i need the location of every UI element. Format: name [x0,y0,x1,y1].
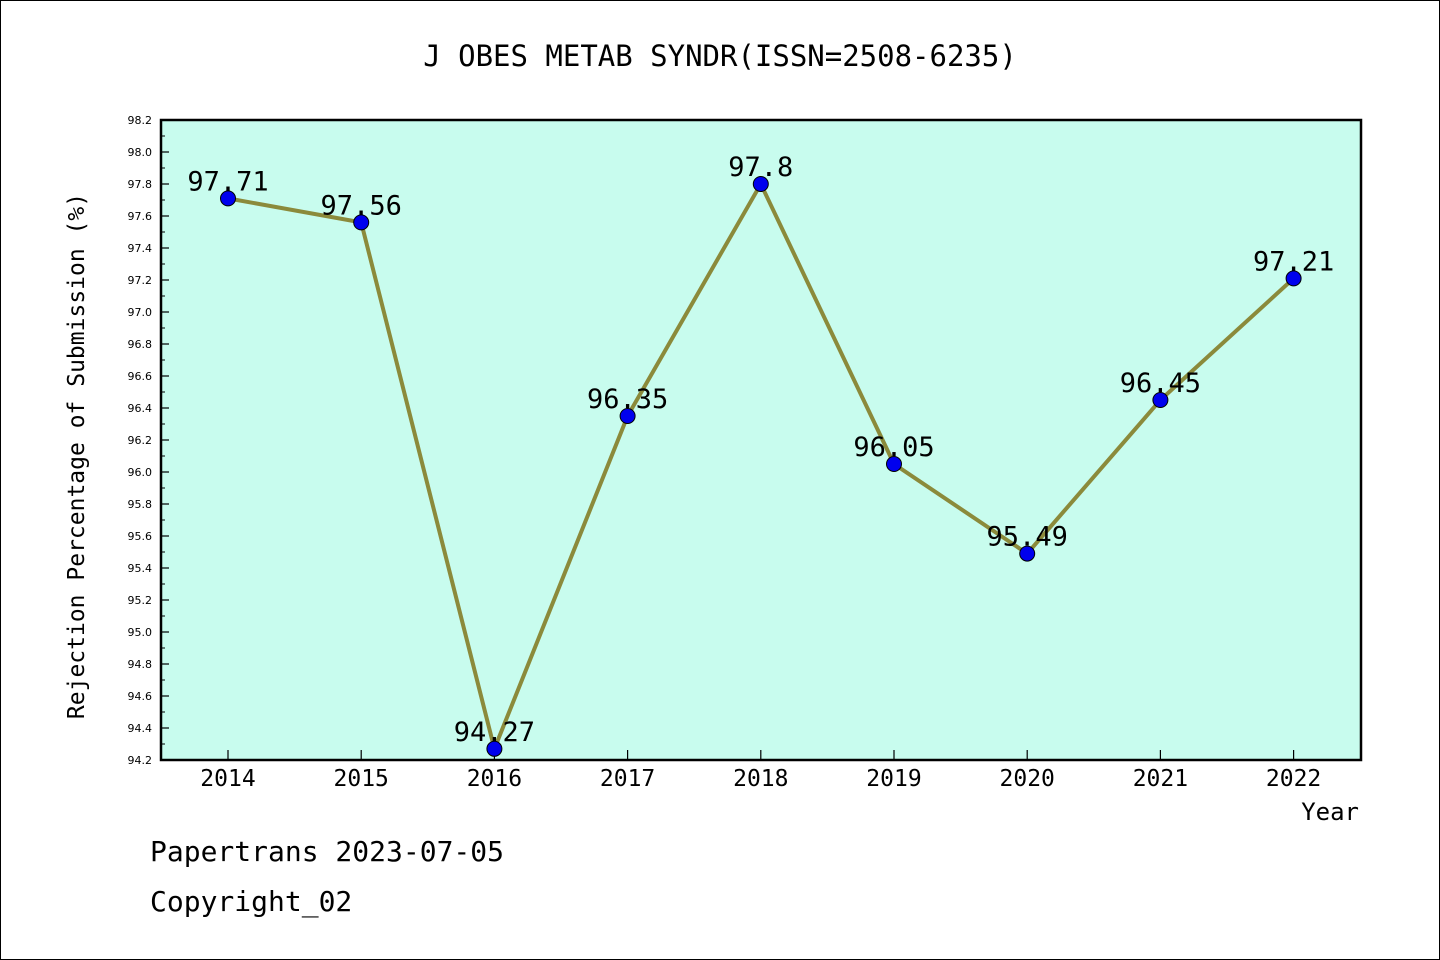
y-tick-label: 95.8 [128,498,153,511]
x-axis-label: Year [1301,798,1359,826]
data-label: 97.21 [1253,246,1334,277]
y-tick-label: 98.0 [128,146,153,159]
chart-title: J OBES METAB SYNDR(ISSN=2508-6235) [423,39,1017,73]
y-tick-label: 94.4 [128,722,153,735]
y-tick-label: 97.0 [128,306,153,319]
data-label: 97.8 [728,152,793,183]
data-point [886,456,902,472]
y-tick-label: 95.6 [128,530,153,543]
data-label: 97.56 [321,190,402,221]
y-tick-label: 97.6 [128,210,153,223]
y-tick-label: 98.2 [128,114,153,127]
y-tick-label: 95.0 [128,626,153,639]
y-axis-label: Rejection Percentage of Submission (%) [64,193,90,719]
data-label: 96.35 [587,384,668,415]
y-tick-label: 94.2 [128,754,153,767]
y-tick-label: 97.4 [128,242,153,255]
data-label: 96.05 [853,432,934,463]
data-point [1152,392,1169,408]
x-axis: 2014 2015 2016 2017 2018 2019 2020 2021 2022 [200,750,1321,792]
footer-date: Papertrans 2023-07-05 [150,835,505,868]
data-point [353,214,370,231]
y-tick-label: 95.2 [128,594,153,607]
data-point [220,190,236,207]
x-tick-label: 2020 [1000,766,1055,792]
x-tick-label: 2022 [1266,766,1321,792]
y-tick-label: 96.4 [128,402,153,415]
x-tick-label: 2015 [334,766,389,792]
y-axis: 94.2 94.4 94.6 94.8 95.0 95.2 95.4 95.6 95.8 96.0… [128,114,169,767]
series-layer: 97.71 97.56 94.27 96.35 97.8 96.05 95.49 96.45 9… [187,152,1334,757]
data-point [619,408,636,424]
data-label: 96.45 [1120,368,1201,399]
y-tick-label: 96.2 [128,434,153,447]
y-tick-label: 97.2 [128,274,153,287]
y-tick-label: 94.6 [128,690,153,703]
y-tick-label: 96.8 [128,338,153,351]
x-tick-label: 2016 [467,766,522,792]
y-tick-label: 97.8 [128,178,153,191]
x-tick-label: 2021 [1133,766,1188,792]
y-tick-label: 96.0 [128,466,153,479]
data-label: 97.71 [187,166,268,197]
data-point [486,740,503,757]
x-tick-label: 2017 [600,766,655,792]
footer-copyright: Copyright_02 [150,885,353,918]
x-tick-label: 2019 [866,766,921,792]
data-point [1019,545,1036,562]
x-tick-label: 2014 [200,766,255,792]
x-tick-label: 2018 [733,766,788,792]
y-tick-label: 94.8 [128,658,153,671]
data-point [1285,270,1302,287]
data-label: 95.49 [987,522,1068,553]
y-tick-label: 95.4 [128,562,153,575]
y-tick-label: 96.6 [128,370,153,383]
data-point [752,176,769,192]
data-label: 94.27 [454,717,535,748]
